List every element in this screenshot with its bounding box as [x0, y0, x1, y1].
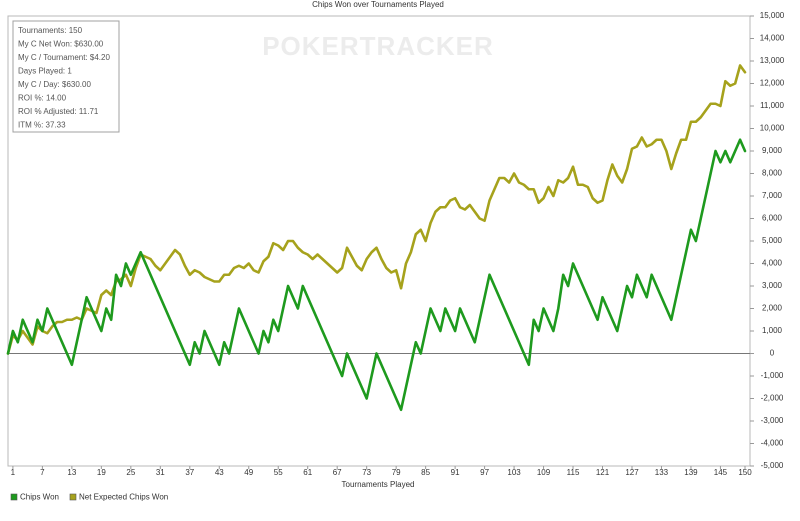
- chart-title: Chips Won over Tournaments Played: [312, 0, 444, 9]
- x-tick-label: 37: [185, 468, 194, 477]
- y-tick-label: -5,000: [761, 461, 784, 470]
- stats-box-frame: [12, 20, 120, 133]
- y-tick-label: -2,000: [761, 394, 784, 403]
- stats-line: Tournaments: 150: [18, 26, 83, 35]
- x-tick-label: 97: [480, 468, 489, 477]
- y-tick-label: 14,000: [760, 34, 785, 43]
- legend-label: Chips Won: [20, 493, 59, 502]
- x-tick-label: 127: [625, 468, 639, 477]
- x-tick-label: 103: [507, 468, 521, 477]
- y-tick-label: 10,000: [760, 124, 785, 133]
- y-tick-label: 5,000: [762, 236, 783, 245]
- x-tick-label: 79: [392, 468, 401, 477]
- stats-line: My C Net Won: $630.00: [18, 40, 104, 49]
- x-tick-label: 139: [684, 468, 698, 477]
- x-tick-label: 67: [333, 468, 342, 477]
- x-tick-label: 13: [67, 468, 76, 477]
- legend-swatch: [69, 493, 77, 501]
- stats-line: ITM %: 37.33: [18, 121, 66, 130]
- x-tick-label: 31: [156, 468, 165, 477]
- x-tick-label: 1: [11, 468, 16, 477]
- y-tick-label: 0: [770, 349, 775, 358]
- y-tick-label: 3,000: [762, 281, 783, 290]
- stats-line: ROI % Adjusted: 11.71: [18, 107, 99, 116]
- x-tick-label: 109: [537, 468, 551, 477]
- stats-line: My C / Tournament: $4.20: [18, 53, 110, 62]
- x-tick-label: 7: [40, 468, 45, 477]
- x-tick-label: 25: [126, 468, 135, 477]
- y-tick-label: 8,000: [762, 169, 783, 178]
- y-tick-label: 12,000: [760, 79, 785, 88]
- x-tick-label: 55: [274, 468, 283, 477]
- y-tick-label: 6,000: [762, 214, 783, 223]
- x-tick-label: 121: [596, 468, 610, 477]
- series-line: [6, 64, 747, 355]
- y-tick-label: -4,000: [761, 439, 784, 448]
- y-tick-label: 7,000: [762, 191, 783, 200]
- legend-swatch: [10, 493, 18, 501]
- legend-label: Net Expected Chips Won: [79, 493, 168, 502]
- stats-line: My C / Day: $630.00: [18, 80, 91, 89]
- x-tick-label: 49: [244, 468, 253, 477]
- x-tick-label: 73: [362, 468, 371, 477]
- stats-line: Days Played: 1: [18, 67, 72, 76]
- x-tick-label: 43: [215, 468, 224, 477]
- stats-line: ROI %: 14.00: [18, 94, 67, 103]
- series-line: [6, 138, 747, 412]
- x-axis-title: Tournaments Played: [342, 480, 415, 489]
- y-tick-label: -1,000: [761, 371, 784, 380]
- x-tick-label: 145: [714, 468, 728, 477]
- y-tick-label: 9,000: [762, 146, 783, 155]
- plot-frame: [7, 15, 751, 467]
- x-tick-label: 150: [738, 468, 752, 477]
- y-tick-label: 4,000: [762, 259, 783, 268]
- stats-box: Tournaments: 150 My C Net Won: $630.00 My …: [12, 20, 120, 133]
- x-tick-label: 133: [655, 468, 669, 477]
- y-tick-label: 11,000: [760, 101, 784, 110]
- watermark: POKERTRACKER: [262, 31, 494, 61]
- x-tick-label: 91: [451, 468, 460, 477]
- x-tick-label: 61: [303, 468, 312, 477]
- y-tick-label: 15,000: [760, 11, 785, 20]
- y-tick-label: 2,000: [762, 304, 783, 313]
- x-tick-label: 85: [421, 468, 430, 477]
- x-tick-label: 19: [97, 468, 106, 477]
- y-tick-label: -3,000: [761, 416, 784, 425]
- y-tick-label: 1,000: [762, 326, 783, 335]
- y-tick-label: 13,000: [760, 56, 785, 65]
- x-tick-label: 115: [567, 468, 580, 477]
